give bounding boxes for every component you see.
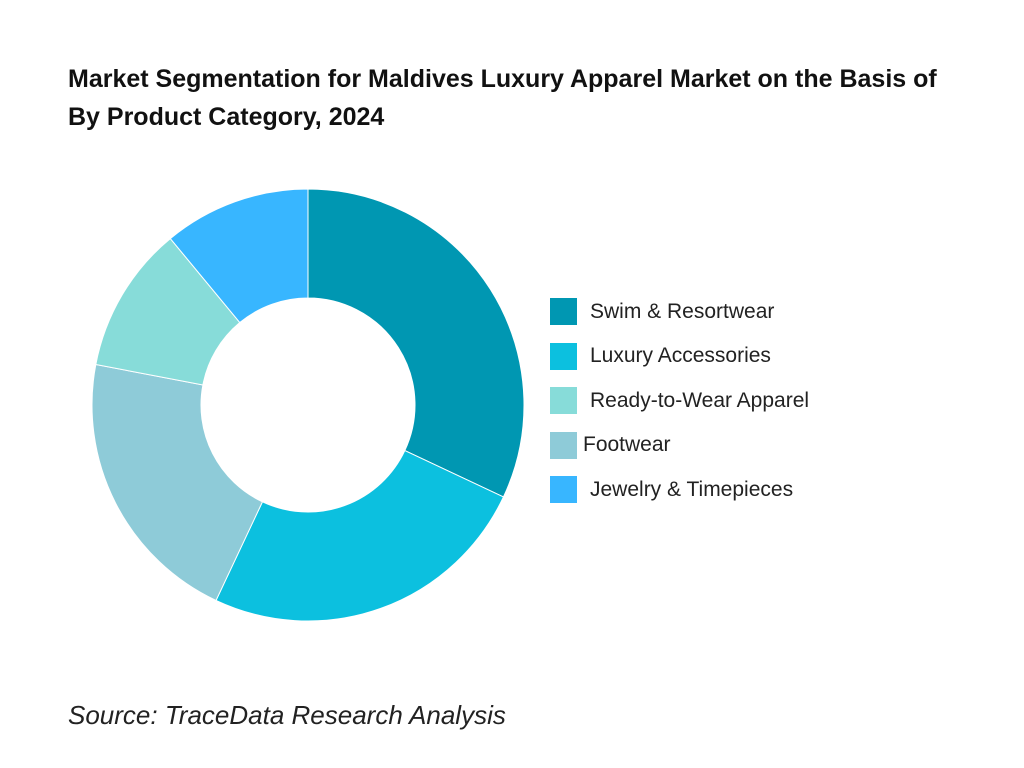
legend-label-footwear: Footwear (583, 433, 671, 456)
donut-slice-jewelry-timepieces (169, 188, 309, 324)
legend-label-luxury-accessories: Luxury Accessories (590, 344, 771, 367)
legend-label-swim-resortwear: Swim & Resortwear (590, 299, 775, 323)
legend-item-luxury-accessories: Luxury Accessories (550, 342, 809, 370)
legend-swatch-swim-resortwear (550, 298, 577, 325)
donut-slice-footwear (91, 363, 264, 602)
legend-item-ready-to-wear-apparel: Ready-to-Wear Apparel (550, 387, 809, 414)
legend-swatch-ready-to-wear-apparel (550, 387, 577, 414)
donut-slice-luxury-accessories (215, 449, 505, 622)
source-note: Source: TraceData Research Analysis (68, 700, 506, 730)
chart-title: Market Segmentation for Maldives Luxury … (68, 65, 937, 131)
legend-item-footwear: Footwear (550, 431, 809, 459)
legend-swatch-jewelry-timepieces (550, 476, 577, 503)
donut-slice-swim-resortwear (307, 188, 525, 498)
legend-item-swim-resortwear: Swim & Resortwear (550, 298, 809, 325)
chart-legend: Swim & Resortwear Luxury Accessories Rea… (550, 298, 809, 521)
legend-label-ready-to-wear-apparel: Ready-to-Wear Apparel (590, 388, 810, 412)
legend-item-jewelry-timepieces: Jewelry & Timepieces (550, 476, 809, 503)
legend-label-jewelry-timepieces: Jewelry & Timepieces (590, 477, 794, 501)
legend-swatch-footwear (550, 431, 577, 459)
legend-swatch-luxury-accessories (550, 342, 577, 370)
